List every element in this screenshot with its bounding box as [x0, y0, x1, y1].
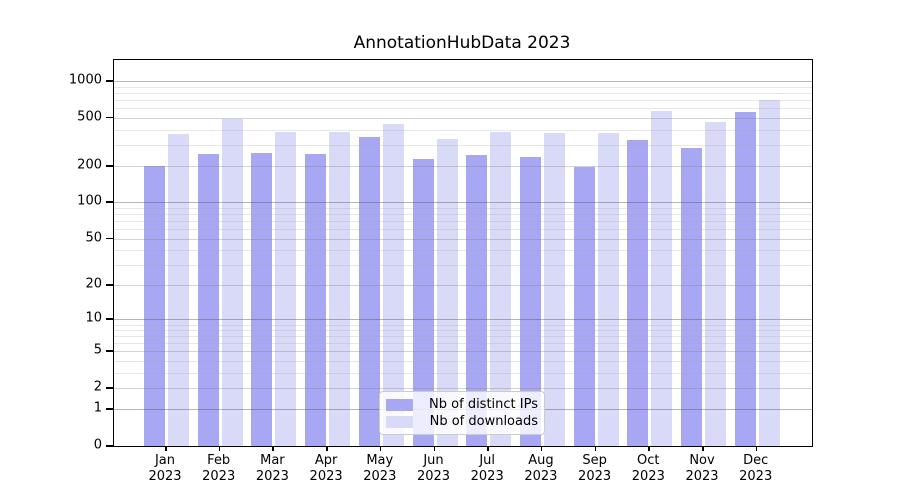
bar-nb-of-distinct-ips-apr-2023 [305, 154, 327, 446]
bar-nb-of-downloads-may-2023 [382, 124, 404, 446]
bar-nb-of-distinct-ips-aug-2023 [519, 157, 541, 446]
bar-nb-of-distinct-ips-oct-2023 [627, 139, 649, 446]
gridline-minor-700 [114, 100, 812, 102]
bar-nb-of-downloads-feb-2023 [221, 119, 243, 446]
bar-nb-of-downloads-mar-2023 [275, 131, 297, 446]
legend-item-distinct-ips: Nb of distinct IPs [386, 396, 538, 413]
x-axis-tick-may-2023 [379, 446, 382, 451]
x-axis-tick-oct-2023 [648, 446, 650, 451]
x-axis-tick-jun-2023 [433, 446, 435, 451]
x-axis-label-dec-2023: Dec 2023 [739, 453, 773, 484]
bar-nb-of-distinct-ips-nov-2023 [681, 148, 702, 446]
legend-label-distinct-ips: Nb of distinct IPs [429, 397, 538, 412]
x-axis-label-jan-2023: Jan 2023 [148, 453, 182, 484]
x-axis-tick-dec-2023 [755, 446, 758, 451]
bar-nb-of-downloads-dec-2023 [758, 100, 780, 446]
y-axis-label-2: 2 [93, 379, 102, 395]
x-axis-label-sep-2023: Sep 2023 [578, 453, 612, 484]
legend-swatch-distinct-ips [386, 398, 413, 411]
legend-label-downloads: Nb of downloads [429, 414, 538, 429]
bar-nb-of-downloads-jun-2023 [436, 139, 458, 446]
x-axis-tick-jan-2023 [165, 446, 167, 451]
y-axis-label-20: 20 [85, 276, 102, 292]
y-axis-label-0: 0 [93, 437, 102, 453]
bar-nb-of-downloads-sep-2023 [597, 132, 619, 446]
y-axis-label-50: 50 [85, 230, 102, 245]
legend-item-downloads: Nb of downloads [386, 413, 538, 430]
x-axis-tick-sep-2023 [594, 446, 597, 451]
y-axis-tick-5 [106, 350, 113, 352]
y-axis-tick-2 [106, 387, 113, 389]
y-axis-tick-500 [106, 116, 113, 119]
bar-nb-of-distinct-ips-mar-2023 [251, 152, 273, 446]
x-axis-label-oct-2023: Oct 2023 [631, 453, 665, 484]
y-axis-label-100: 100 [77, 193, 102, 209]
y-axis-tick-1 [106, 408, 113, 410]
y-axis-label-500: 500 [77, 109, 102, 125]
x-axis-label-nov-2023: Nov 2023 [685, 453, 719, 484]
y-axis-tick-1000 [106, 80, 113, 82]
x-axis-tick-jul-2023 [487, 446, 489, 451]
bar-nb-of-downloads-apr-2023 [329, 131, 351, 446]
y-axis-label-200: 200 [77, 157, 102, 173]
x-axis-label-mar-2023: Mar 2023 [255, 453, 289, 484]
y-axis-tick-50 [106, 237, 113, 239]
x-axis-tick-mar-2023 [272, 446, 274, 451]
bar-nb-of-distinct-ips-jan-2023 [144, 166, 165, 446]
y-axis-tick-10 [106, 318, 113, 320]
bar-nb-of-distinct-ips-jul-2023 [466, 155, 488, 446]
x-axis-label-jun-2023: Jun 2023 [416, 453, 451, 484]
bar-nb-of-distinct-ips-jun-2023 [412, 159, 434, 446]
y-axis-label-10: 10 [85, 310, 102, 326]
y-axis-label-1000: 1000 [68, 72, 102, 88]
bar-nb-of-downloads-jul-2023 [490, 132, 512, 446]
x-axis-label-feb-2023: Feb 2023 [202, 453, 236, 484]
bar-nb-of-distinct-ips-sep-2023 [573, 166, 595, 446]
y-axis-tick-0 [106, 445, 113, 447]
bar-nb-of-downloads-nov-2023 [705, 122, 726, 446]
gridline-major-1000 [114, 81, 812, 83]
bar-nb-of-downloads-aug-2023 [543, 133, 565, 446]
x-axis-label-aug-2023: Aug 2023 [524, 453, 558, 484]
gridline-minor-600 [114, 108, 812, 110]
gridline-secondary-500 [114, 117, 812, 119]
y-axis-label-1: 1 [93, 400, 102, 416]
legend-swatch-downloads [386, 415, 413, 428]
bar-nb-of-distinct-ips-dec-2023 [734, 112, 756, 446]
x-axis-tick-aug-2023 [540, 446, 543, 451]
x-axis-tick-apr-2023 [326, 446, 328, 451]
gridline-minor-900 [114, 86, 812, 88]
x-axis-label-jul-2023: Jul 2023 [470, 453, 504, 484]
chart-title: AnnotationHubData 2023 [353, 33, 571, 53]
y-axis-tick-100 [106, 201, 113, 203]
x-axis-label-may-2023: May 2023 [363, 453, 397, 484]
bar-nb-of-distinct-ips-may-2023 [358, 136, 380, 446]
x-axis-tick-nov-2023 [702, 446, 704, 451]
legend: Nb of distinct IPs Nb of downloads [379, 391, 545, 435]
gridline-minor-800 [114, 93, 812, 95]
x-axis-tick-feb-2023 [218, 446, 221, 451]
plot-area [113, 59, 813, 447]
y-axis-tick-200 [106, 165, 113, 167]
x-axis-label-apr-2023: Apr 2023 [309, 453, 343, 484]
bar-nb-of-downloads-oct-2023 [651, 111, 673, 446]
bar-nb-of-distinct-ips-feb-2023 [197, 154, 219, 446]
y-axis-label-5: 5 [93, 342, 102, 358]
y-axis-tick-20 [106, 284, 113, 286]
bar-nb-of-downloads-jan-2023 [168, 133, 189, 446]
